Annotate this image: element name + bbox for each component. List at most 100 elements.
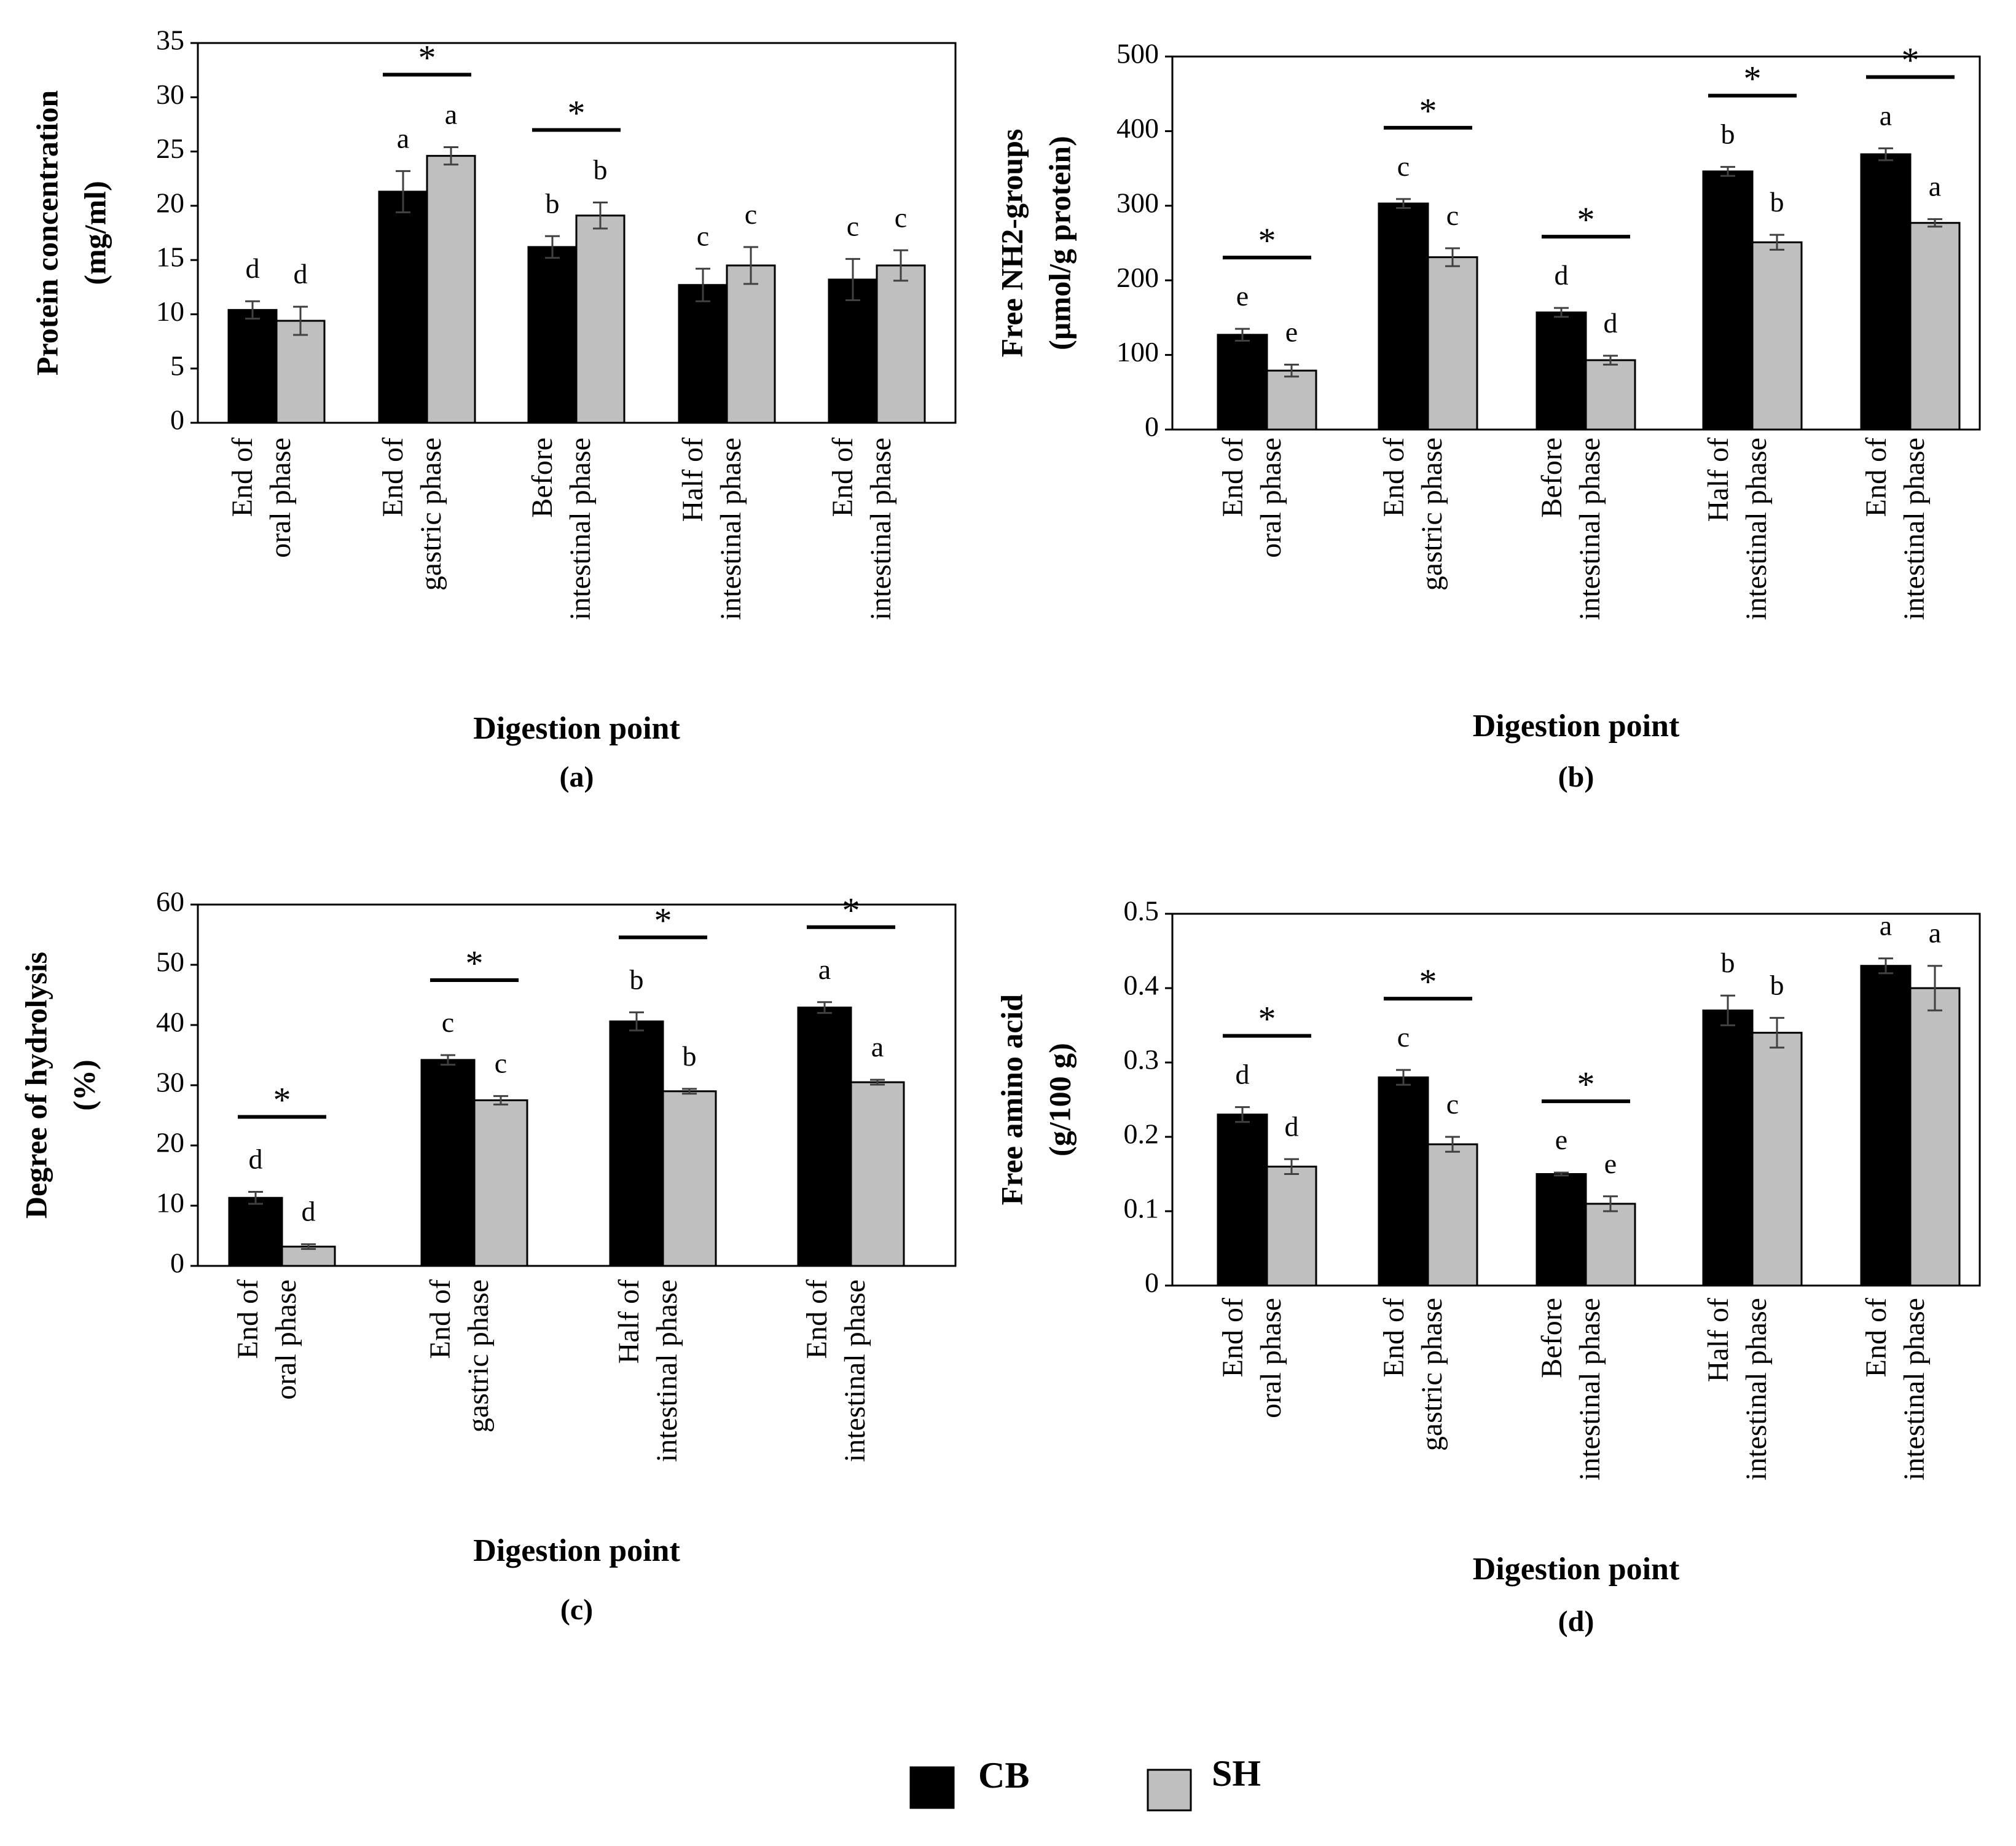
bar-sh: [1427, 1143, 1478, 1287]
significance-letter: c: [697, 220, 709, 251]
bar-sh: [1427, 256, 1478, 431]
y-tick-label: 0: [170, 404, 184, 436]
x-category-label: End of: [826, 438, 859, 517]
x-category-label: End of: [226, 438, 259, 517]
x-category-label: intestinal phase: [839, 1279, 871, 1462]
y-tick-label: 50: [156, 946, 184, 978]
bar-sh: [1585, 1203, 1636, 1287]
y-tick-label: 25: [156, 133, 184, 164]
significance-letter: b: [630, 964, 644, 995]
x-category-label: oral phase: [264, 438, 297, 558]
legend-label-sh: SH: [1212, 1753, 1261, 1794]
significance-letter: d: [294, 258, 308, 289]
y-tick-label: 0: [1145, 1267, 1159, 1298]
bar-cb: [1217, 1113, 1268, 1287]
x-category-label: gastric phase: [1416, 1298, 1448, 1451]
bar-cb: [378, 190, 428, 424]
x-category-label: intestinal phase: [1740, 438, 1773, 620]
significance-letter: a: [1880, 100, 1892, 131]
y-tick-label: 60: [156, 886, 184, 917]
y-axis-title: (%): [66, 1059, 101, 1110]
y-tick-label: 15: [156, 242, 184, 273]
bar-sh: [850, 1081, 905, 1267]
y-axis-title: Protein concentration: [29, 90, 64, 375]
x-category-label: gastric phase: [415, 438, 447, 591]
x-category-label: End of: [1217, 438, 1249, 517]
significance-letter: a: [445, 99, 457, 130]
chart-panel-1: 0 5 10 15 20 25 30 35 Protein concentration (mg/m…: [29, 25, 957, 793]
bar-sh: [1266, 369, 1317, 431]
significance-letter: a: [1880, 910, 1892, 941]
y-tick-label: 200: [1116, 262, 1159, 293]
significance-star: *: [273, 1080, 291, 1120]
significance-letter: d: [302, 1196, 316, 1227]
significance-letter: c: [895, 202, 907, 233]
panel-label: (d): [1558, 1605, 1594, 1638]
significance-letter: a: [871, 1031, 884, 1062]
y-tick-label: 35: [156, 25, 184, 56]
significance-letter: d: [1604, 307, 1618, 339]
bar-sh: [662, 1090, 717, 1267]
significance-letter: b: [1721, 947, 1735, 978]
significance-letter: c: [745, 198, 757, 230]
x-category-label: intestinal phase: [715, 438, 747, 620]
y-tick-label: 300: [1116, 187, 1159, 218]
significance-letter: b: [683, 1040, 697, 1072]
x-category-label: oral phase: [1255, 438, 1287, 558]
x-category-label: End of: [424, 1279, 457, 1359]
significance-letter: d: [249, 1143, 263, 1174]
x-category-label: intestinal phase: [1740, 1298, 1773, 1480]
chart-panel-3: 0 10 20 30 40 50 60 Degree of hydrolysis (%) d d * E…: [18, 886, 957, 1626]
x-category-label: End of: [1378, 438, 1410, 517]
bar-sh: [1909, 222, 1961, 431]
x-category-label: oral phase: [270, 1279, 302, 1400]
significance-letter: c: [1446, 200, 1459, 231]
significance-star: *: [1744, 59, 1762, 99]
x-category-label: intestinal phase: [1574, 438, 1606, 620]
x-category-label: intestinal phase: [1574, 1298, 1606, 1480]
bar-sh: [275, 320, 326, 424]
panel-label: (b): [1558, 761, 1594, 793]
x-category-label: intestinal phase: [564, 438, 597, 620]
bar-cb: [1378, 202, 1429, 431]
bar-sh: [575, 214, 626, 424]
bar-cb: [227, 308, 278, 424]
significance-star: *: [1419, 91, 1437, 131]
significance-letter: e: [1604, 1148, 1617, 1179]
bar-cb: [1702, 170, 1754, 431]
x-category-label: intestinal phase: [1898, 1298, 1931, 1480]
x-category-label: End of: [232, 1279, 264, 1359]
legend: CB SH: [909, 1753, 1261, 1812]
bar-cb: [678, 284, 728, 424]
x-axis-title: Digestion point: [473, 711, 680, 746]
legend-label-cb: CB: [978, 1755, 1029, 1796]
y-tick-label: 0: [170, 1247, 184, 1279]
significance-letter: a: [818, 954, 831, 985]
y-tick-label: 30: [156, 79, 184, 110]
x-axis-title: Digestion point: [473, 1533, 680, 1568]
y-tick-label: 0.4: [1124, 970, 1159, 1001]
y-tick-label: 100: [1116, 336, 1159, 367]
bar-cb: [420, 1059, 476, 1267]
x-category-label: Half of: [677, 438, 709, 522]
y-axis-title: (mg/ml): [77, 181, 112, 285]
y-tick-label: 20: [156, 1127, 184, 1158]
x-category-label: End of: [1860, 438, 1892, 517]
significance-letter: e: [1285, 316, 1298, 347]
y-tick-label: 5: [170, 350, 184, 381]
y-axis-title: (g/100 g): [1042, 1043, 1077, 1157]
y-axis-title: (µmol/g protein): [1042, 136, 1077, 350]
x-category-label: End of: [1378, 1298, 1410, 1377]
bar-cb: [1217, 334, 1268, 431]
significance-letter: b: [1770, 969, 1784, 1000]
x-category-label: Half of: [613, 1279, 645, 1364]
x-category-label: oral phase: [1255, 1298, 1287, 1418]
x-category-label: Half of: [1702, 1298, 1735, 1382]
significance-letter: c: [1446, 1088, 1459, 1120]
y-tick-label: 30: [156, 1067, 184, 1098]
y-tick-label: 10: [156, 296, 184, 327]
significance-letter: d: [1555, 259, 1569, 291]
x-category-label: End of: [377, 438, 409, 517]
bar-cb: [1860, 965, 1912, 1287]
y-tick-label: 20: [156, 187, 184, 218]
